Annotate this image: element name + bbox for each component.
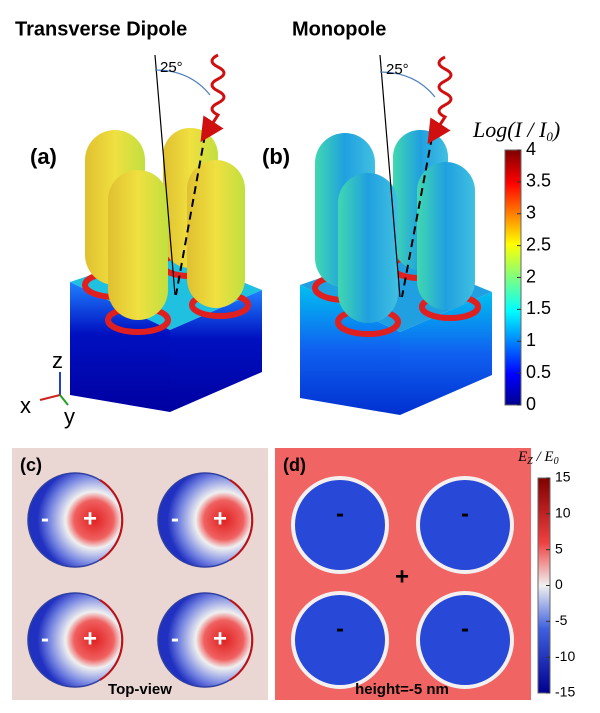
colorbar-tick-label: 1 — [526, 330, 536, 350]
title-b: Monopole — [292, 18, 386, 40]
axis-z: z — [52, 348, 63, 373]
sign: - — [461, 500, 469, 527]
colorbar-tick-label: 3 — [526, 203, 536, 223]
caption-c: Top-view — [108, 681, 172, 698]
colorbar-tick-label: 3.5 — [526, 171, 551, 191]
sign: - — [171, 505, 179, 532]
axis-y: y — [64, 404, 75, 429]
colorbar-tick-label: 15 — [555, 469, 571, 485]
sign: - — [41, 625, 49, 652]
center-sign: + — [395, 563, 409, 590]
colorbar-tick-label: -5 — [555, 612, 568, 628]
panel-a-render — [70, 55, 262, 412]
label-b: (b) — [262, 144, 290, 169]
colorbar-tick-label: -10 — [555, 648, 575, 664]
colorbar-top-title: Log(I / I0) — [472, 117, 560, 144]
label-a: (a) — [30, 144, 57, 169]
angle-b: 25° — [386, 61, 409, 78]
figure: - + - + - + - + - - - - + Transverse Dipole Monopole… — [0, 0, 600, 708]
sign: + — [83, 625, 97, 652]
label-d: (d) — [283, 455, 306, 475]
sign: - — [336, 615, 344, 642]
sign: + — [213, 505, 227, 532]
angle-a: 25° — [160, 59, 183, 76]
axis-x: x — [20, 393, 31, 418]
colorbar-tick-label: 2.5 — [526, 234, 551, 254]
sign: - — [171, 625, 179, 652]
sign: - — [41, 505, 49, 532]
sign: + — [213, 625, 227, 652]
caption-d: height=-5 nm — [355, 681, 449, 698]
panel-b-render — [300, 55, 492, 415]
sign: + — [83, 505, 97, 532]
colorbar-tick-label: 0 — [555, 576, 563, 592]
colorbar-tick-label: 10 — [555, 505, 571, 521]
colorbar-tick-label: 0 — [526, 394, 536, 414]
sign: - — [461, 615, 469, 642]
title-a: Transverse Dipole — [15, 18, 187, 40]
sign: - — [336, 500, 344, 527]
colorbar-bottom-title: EZ / E0 — [517, 449, 559, 467]
label-c: (c) — [20, 455, 42, 475]
axes-triad — [40, 372, 68, 405]
colorbar-tick-label: 2 — [526, 266, 536, 286]
colorbar-tick-label: 1.5 — [526, 298, 551, 318]
colorbar-tick-label: 5 — [555, 540, 563, 556]
colorbar-tick-label: -15 — [555, 684, 575, 700]
colorbar-tick-label: 4 — [526, 139, 536, 159]
colorbar-tick-label: 0.5 — [526, 362, 551, 382]
